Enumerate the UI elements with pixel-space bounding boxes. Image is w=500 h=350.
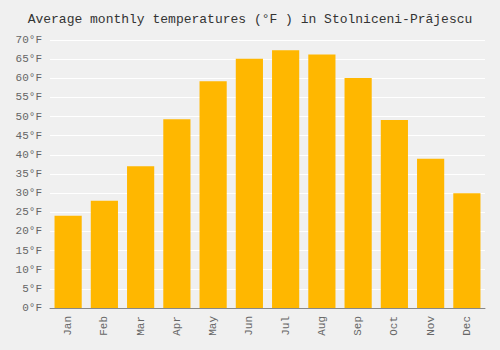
svg-text:Oct: Oct	[388, 316, 400, 336]
svg-text:Jul: Jul	[280, 316, 292, 336]
svg-text:Jun: Jun	[243, 316, 255, 336]
svg-text:May: May	[207, 316, 219, 336]
svg-text:Feb: Feb	[98, 316, 110, 336]
svg-text:70°F: 70°F	[16, 34, 42, 46]
svg-text:Jan: Jan	[62, 316, 74, 336]
svg-text:50°F: 50°F	[16, 111, 42, 123]
svg-text:10°F: 10°F	[16, 264, 42, 276]
svg-text:65°F: 65°F	[16, 53, 42, 65]
svg-text:Average monthly temperatures (: Average monthly temperatures (°F ) in St…	[28, 12, 473, 27]
svg-text:Sep: Sep	[352, 316, 364, 336]
svg-text:0°F: 0°F	[22, 302, 42, 314]
svg-text:Aug: Aug	[316, 316, 328, 336]
svg-text:Dec: Dec	[461, 316, 473, 336]
svg-text:Mar: Mar	[135, 316, 147, 336]
svg-text:20°F: 20°F	[16, 225, 42, 237]
svg-text:40°F: 40°F	[16, 149, 42, 161]
svg-text:55°F: 55°F	[16, 91, 42, 103]
svg-text:25°F: 25°F	[16, 206, 42, 218]
svg-text:35°F: 35°F	[16, 168, 42, 180]
svg-text:Nov: Nov	[425, 316, 437, 336]
svg-text:30°F: 30°F	[16, 187, 42, 199]
svg-text:5°F: 5°F	[22, 283, 42, 295]
svg-text:60°F: 60°F	[16, 72, 42, 84]
svg-text:15°F: 15°F	[16, 245, 42, 257]
svg-text:45°F: 45°F	[16, 130, 42, 142]
svg-text:Apr: Apr	[171, 316, 183, 336]
